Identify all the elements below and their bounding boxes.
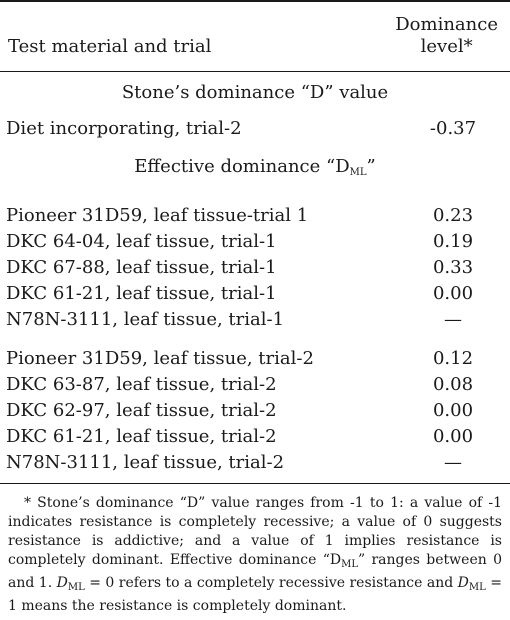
column-header-dominance-level: Dominance level* bbox=[395, 14, 498, 58]
table-row: DKC 64-04, leaf tissue, trial-1 0.19 bbox=[6, 231, 504, 257]
subscript-ml: ML bbox=[349, 167, 367, 178]
row-label: DKC 64-04, leaf tissue, trial-1 bbox=[6, 231, 277, 252]
footnote-symbol-d: D bbox=[457, 575, 469, 591]
section-heading-stone: Stone’s dominance “D” value bbox=[121, 82, 389, 103]
row-label: Pioneer 31D59, leaf tissue, trial-2 bbox=[6, 348, 314, 369]
top-rule bbox=[0, 0, 510, 2]
column-header-dominance-line2: level* bbox=[420, 36, 473, 57]
section-heading-effective: Effective dominance “DML” bbox=[0, 156, 510, 178]
table-row: N78N-3111, leaf tissue, trial-1 — bbox=[6, 309, 504, 335]
footnote-text: ” ranges between 0 and 1. bbox=[8, 552, 502, 591]
row-label: DKC 61-21, leaf tissue, trial-1 bbox=[6, 283, 277, 304]
table-row: DKC 67-88, leaf tissue, trial-1 0.33 bbox=[6, 257, 504, 283]
row-label: Diet incorporating, trial-2 bbox=[6, 118, 242, 139]
footnote-text: = 0 refers to a completely recessive res… bbox=[84, 575, 458, 591]
section-heading-effective-close: ” bbox=[366, 156, 376, 177]
footnote-text: * Stone’s dominance “D” value ranges fro… bbox=[8, 495, 502, 568]
subscript-ml: ML bbox=[67, 582, 85, 593]
row-label: DKC 67-88, leaf tissue, trial-1 bbox=[6, 257, 277, 278]
row-label: DKC 63-87, leaf tissue, trial-2 bbox=[6, 374, 277, 395]
table-row: Pioneer 31D59, leaf tissue, trial-2 0.12 bbox=[6, 348, 504, 374]
header-rule bbox=[0, 71, 510, 72]
row-value: 0.23 bbox=[432, 205, 474, 226]
row-value: — bbox=[444, 452, 462, 473]
row-value: 0.00 bbox=[432, 400, 474, 421]
table-row: DKC 61-21, leaf tissue, trial-2 0.00 bbox=[6, 426, 504, 452]
bottom-rule bbox=[0, 483, 510, 484]
footnote-text: = 1 means the resistance is completely d… bbox=[8, 575, 502, 614]
subscript-ml: ML bbox=[468, 582, 486, 593]
row-value: — bbox=[444, 309, 462, 330]
row-label: N78N-3111, leaf tissue, trial-1 bbox=[6, 309, 285, 330]
table-row: DKC 61-21, leaf tissue, trial-1 0.00 bbox=[6, 283, 504, 309]
footnote-symbol-d: D bbox=[56, 575, 68, 591]
row-value: 0.00 bbox=[432, 426, 474, 447]
table-row: N78N-3111, leaf tissue, trial-2 — bbox=[6, 452, 504, 478]
row-value: 0.00 bbox=[432, 283, 474, 304]
row-label: N78N-3111, leaf tissue, trial-2 bbox=[6, 452, 285, 473]
subscript-ml: ML bbox=[341, 559, 358, 570]
row-label: DKC 61-21, leaf tissue, trial-2 bbox=[6, 426, 277, 447]
row-value: 0.12 bbox=[432, 348, 474, 369]
table-row: Pioneer 31D59, leaf tissue-trial 1 0.23 bbox=[6, 205, 504, 231]
row-value: -0.37 bbox=[429, 118, 477, 139]
row-value: 0.33 bbox=[432, 257, 474, 278]
row-value: 0.08 bbox=[432, 374, 474, 395]
section-heading-effective-text: Effective dominance “D bbox=[134, 156, 350, 177]
table-row: DKC 62-97, leaf tissue, trial-2 0.00 bbox=[6, 400, 504, 426]
column-header-dominance-line1: Dominance bbox=[395, 14, 498, 35]
row-label: DKC 62-97, leaf tissue, trial-2 bbox=[6, 400, 277, 421]
row-value: 0.19 bbox=[432, 231, 474, 252]
table-row: DKC 63-87, leaf tissue, trial-2 0.08 bbox=[6, 374, 504, 400]
column-header-test-material: Test material and trial bbox=[8, 36, 212, 57]
table-footnote: * Stone’s dominance “D” value ranges fro… bbox=[8, 494, 502, 616]
row-label: Pioneer 31D59, leaf tissue-trial 1 bbox=[6, 205, 309, 226]
table-row: Diet incorporating, trial-2 -0.37 bbox=[6, 118, 504, 144]
